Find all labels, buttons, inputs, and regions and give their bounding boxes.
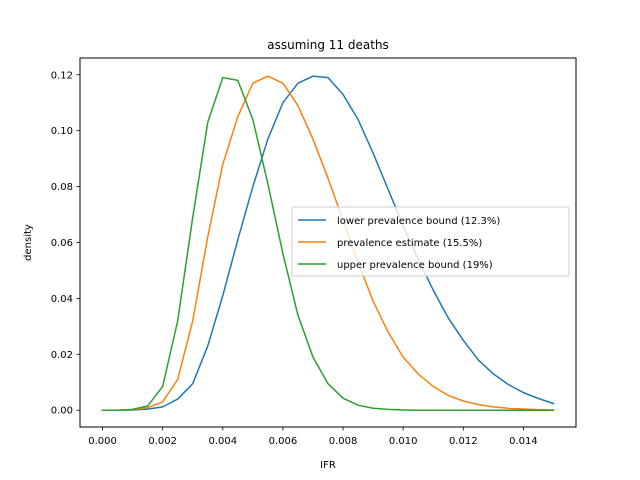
y-tick-label: 0.04: [51, 294, 73, 305]
legend-box: [291, 206, 570, 277]
series-layer: [101, 75, 555, 411]
x-tick-label: 0.014: [509, 436, 538, 447]
legend: lower prevalence bound (12.3%) prevalence…: [291, 206, 570, 277]
x-tick-label: 0.012: [449, 436, 478, 447]
series-line-3: [101, 76, 555, 411]
y-axis-label: density: [23, 224, 34, 261]
x-tick-label: 0.002: [148, 436, 177, 447]
y-tick-label: 0.06: [51, 238, 73, 249]
y-tick-label: 0.10: [51, 126, 73, 137]
series-line-1: [101, 75, 555, 411]
series-line-2: [101, 75, 555, 411]
legend-label: prevalence estimate (15.5%): [337, 238, 482, 249]
x-tick-label: 0.010: [389, 436, 418, 447]
legend-label: lower prevalence bound (12.3%): [337, 216, 500, 227]
y-tick-label: 0.12: [51, 70, 73, 81]
chart-title: assuming 11 deaths: [267, 38, 389, 52]
x-tick-label: 0.006: [269, 436, 298, 447]
x-tick-label: 0.004: [208, 436, 237, 447]
legend-label: upper prevalence bound (19%): [337, 260, 493, 271]
y-axis: 0.00 0.02 0.04 0.06 0.08 0.10 0.12: [51, 70, 80, 417]
x-axis-label: IFR: [320, 460, 336, 471]
y-tick-label: 0.08: [51, 182, 73, 193]
y-tick-label: 0.00: [51, 406, 73, 417]
y-tick-label: 0.02: [51, 350, 73, 361]
x-axis: 0.000 0.002 0.004 0.006 0.008 0.010 0.012 0.014: [88, 427, 538, 447]
x-tick-label: 0.008: [329, 436, 358, 447]
x-tick-label: 0.000: [88, 436, 117, 447]
